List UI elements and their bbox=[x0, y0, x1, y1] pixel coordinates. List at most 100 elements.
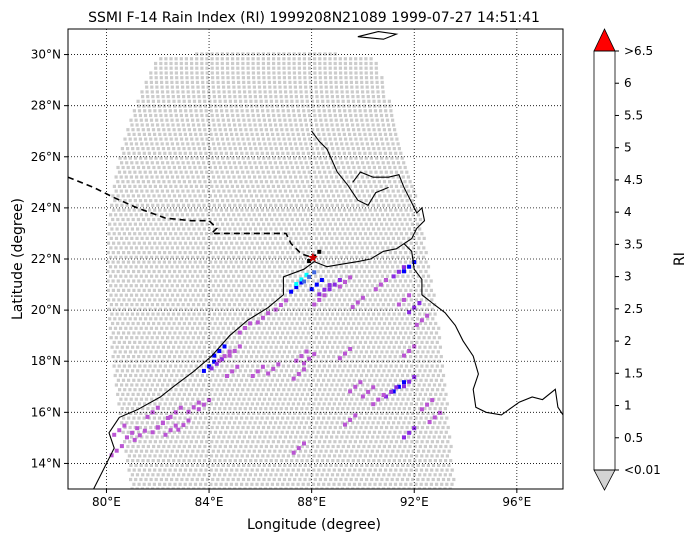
swath-pixel bbox=[234, 321, 238, 326]
swath-pixel bbox=[307, 388, 311, 392]
swath-pixel bbox=[126, 279, 131, 283]
swath-pixel bbox=[320, 123, 324, 127]
swath-pixel bbox=[241, 388, 245, 392]
swath-pixel bbox=[348, 241, 352, 245]
swath-pixel bbox=[258, 142, 262, 146]
swath-pixel bbox=[256, 307, 260, 311]
swath-pixel bbox=[205, 477, 210, 482]
swath-pixel bbox=[142, 279, 146, 283]
swath-pixel bbox=[197, 227, 201, 231]
swath-pixel bbox=[331, 444, 335, 449]
swath-pixel bbox=[242, 265, 246, 269]
swath-pixel bbox=[363, 340, 368, 344]
swath-pixel bbox=[199, 241, 203, 245]
swath-pixel bbox=[292, 232, 296, 236]
swath-pixel bbox=[418, 392, 422, 396]
swath-pixel bbox=[372, 128, 376, 132]
swath-pixel bbox=[188, 269, 192, 274]
swath-pixel bbox=[364, 184, 368, 188]
swath-pixel bbox=[356, 312, 360, 316]
swath-pixel bbox=[361, 345, 365, 349]
swath-pixel bbox=[418, 217, 423, 222]
swath-pixel bbox=[205, 222, 209, 226]
swath-pixel bbox=[322, 307, 327, 311]
swath-pixel bbox=[204, 468, 208, 472]
swath-pixel bbox=[152, 416, 156, 420]
swath-pixel bbox=[119, 213, 123, 217]
swath-pixel bbox=[295, 459, 299, 463]
swath-pixel bbox=[376, 487, 380, 489]
swath-pixel bbox=[128, 156, 132, 160]
swath-pixel bbox=[242, 463, 246, 467]
swath-pixel bbox=[262, 274, 266, 278]
swath-pixel bbox=[239, 251, 244, 255]
swath-pixel bbox=[255, 482, 259, 486]
swath-pixel bbox=[324, 463, 328, 467]
swath-pixel bbox=[284, 236, 288, 240]
swath-pixel bbox=[380, 213, 385, 217]
swath-pixel bbox=[138, 222, 143, 226]
swath-pixel bbox=[396, 284, 400, 288]
swath-pixel bbox=[419, 288, 423, 292]
swath-pixel bbox=[147, 165, 151, 170]
swath-pixel bbox=[206, 463, 210, 467]
swath-pixel bbox=[429, 430, 433, 434]
swath-pixel bbox=[127, 454, 131, 458]
swath-pixel bbox=[258, 303, 262, 307]
swath-pixel bbox=[182, 128, 186, 132]
swath-pixel bbox=[211, 246, 216, 250]
swath-pixel bbox=[320, 303, 324, 307]
swath-pixel bbox=[153, 109, 157, 113]
swath-pixel bbox=[235, 151, 239, 155]
swath-pixel bbox=[383, 217, 387, 222]
swath-pixel bbox=[271, 388, 276, 392]
swath-pixel bbox=[310, 345, 314, 349]
swath-pixel bbox=[119, 175, 123, 179]
swath-pixel bbox=[307, 298, 311, 302]
swath-pixel bbox=[343, 402, 347, 406]
swath-pixel bbox=[306, 378, 310, 382]
swath-pixel bbox=[377, 369, 381, 373]
swath-pixel bbox=[231, 222, 235, 226]
swath-pixel bbox=[147, 279, 151, 283]
swath-pixel bbox=[412, 336, 416, 340]
swath-pixel bbox=[299, 246, 303, 250]
swath-pixel bbox=[288, 265, 292, 269]
swath-pixel bbox=[209, 151, 213, 155]
swath-pixel bbox=[148, 364, 152, 368]
swath-pixel bbox=[205, 184, 209, 188]
swath-pixel bbox=[265, 241, 270, 245]
swath-pixel bbox=[132, 251, 136, 255]
swath-pixel bbox=[267, 326, 271, 330]
swath-pixel bbox=[230, 454, 234, 458]
swath-pixel bbox=[352, 331, 356, 335]
swath-pixel bbox=[372, 194, 377, 198]
swath-pixel bbox=[368, 109, 372, 113]
swath-pixel bbox=[195, 222, 199, 226]
swath-pixel bbox=[373, 151, 377, 155]
swath-pixel bbox=[359, 411, 363, 415]
swath-pixel bbox=[408, 321, 412, 326]
swath-pixel bbox=[289, 227, 294, 231]
swath-pixel bbox=[304, 246, 308, 250]
swath-pixel bbox=[236, 411, 240, 415]
swath-pixel bbox=[270, 378, 274, 382]
swath-pixel bbox=[379, 440, 383, 444]
swath-pixel bbox=[183, 194, 187, 198]
swath-pixel bbox=[126, 147, 130, 151]
swath-pixel bbox=[279, 227, 283, 231]
swath-pixel bbox=[178, 355, 182, 359]
swath-pixel bbox=[175, 373, 179, 378]
swath-pixel bbox=[397, 459, 401, 463]
swath-pixel bbox=[159, 170, 163, 174]
swath-pixel bbox=[193, 104, 197, 108]
swath-pixel bbox=[185, 137, 189, 141]
swath-pixel bbox=[273, 255, 277, 259]
swath-pixel bbox=[214, 416, 218, 420]
swath-pixel bbox=[318, 199, 322, 203]
swath-pixel bbox=[429, 279, 433, 283]
swath-pixel bbox=[401, 284, 405, 288]
swath-pixel bbox=[289, 189, 293, 193]
swath-pixel bbox=[191, 246, 195, 250]
swath-pixel bbox=[360, 435, 364, 439]
